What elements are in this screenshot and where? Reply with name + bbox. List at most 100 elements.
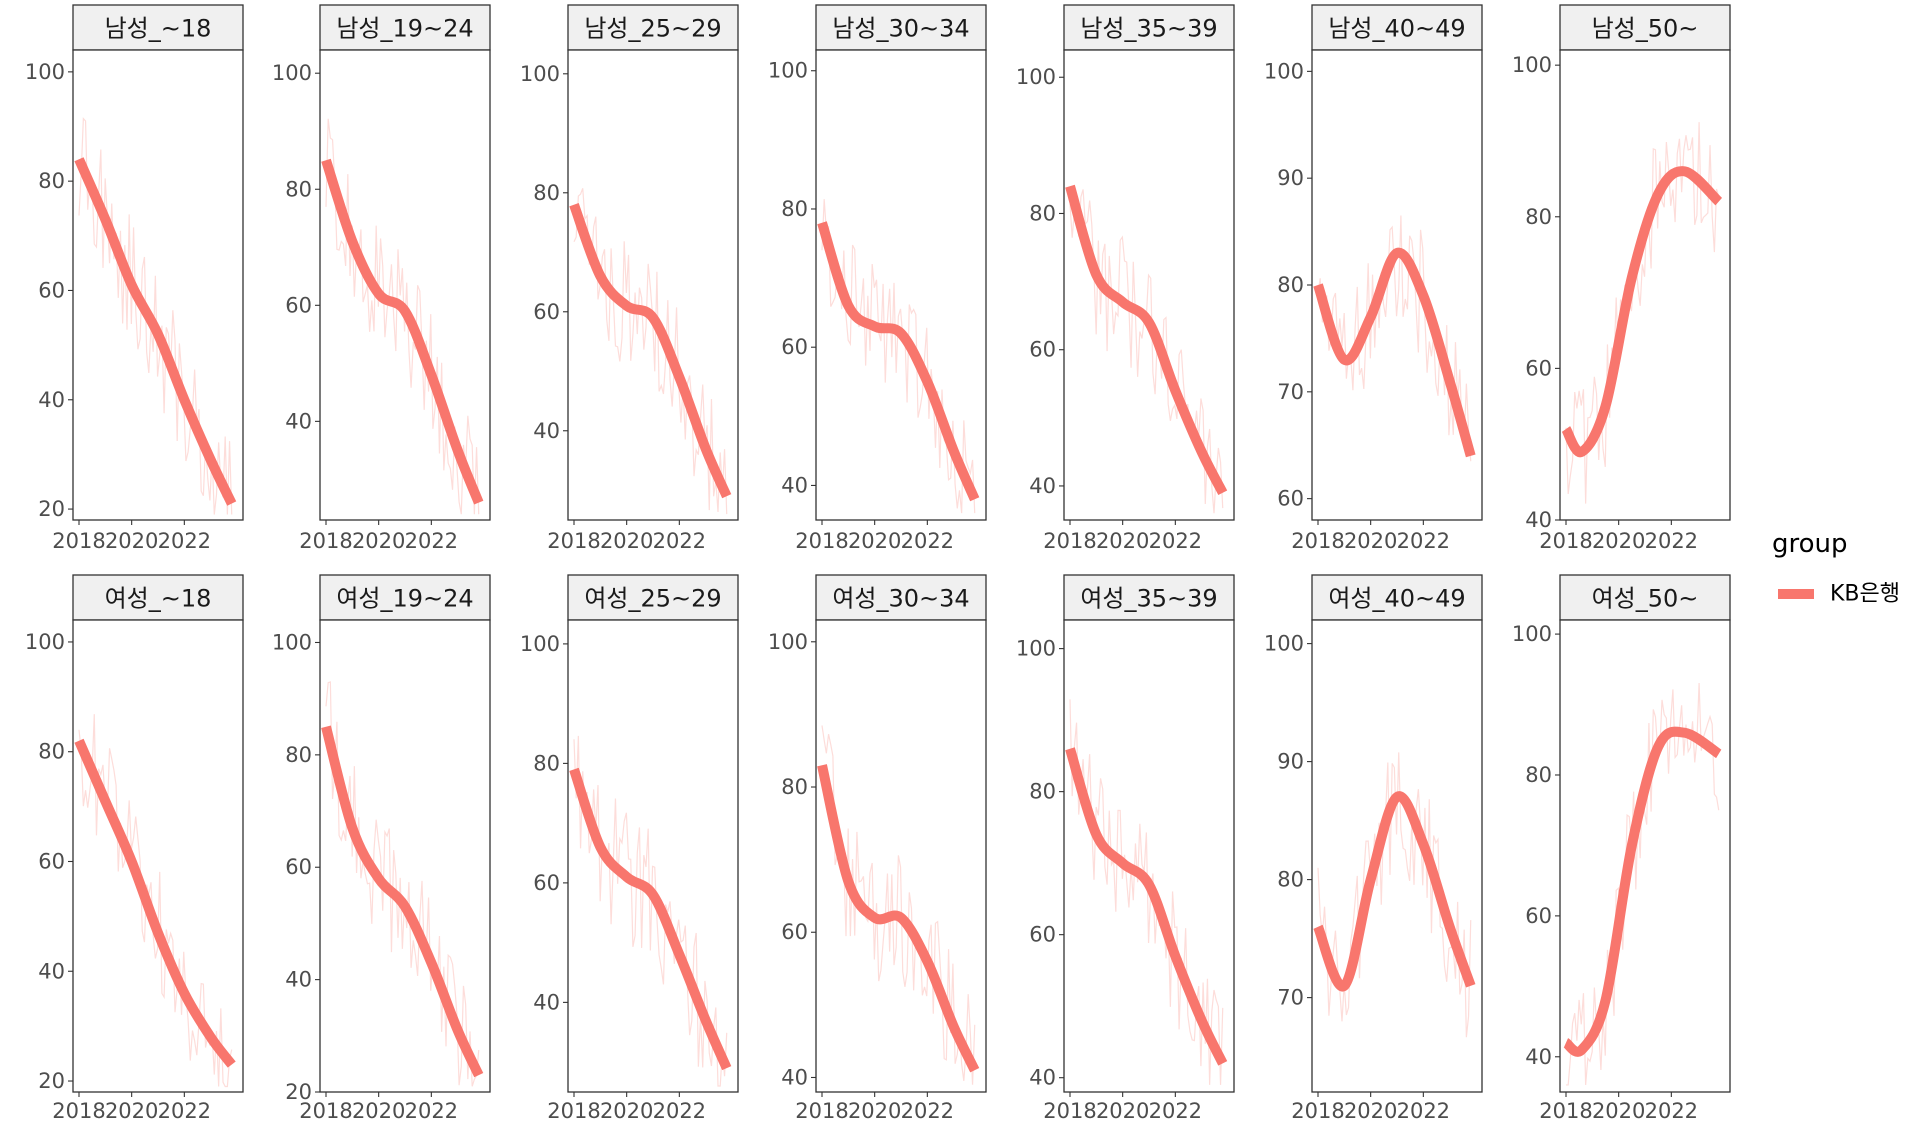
facet-panel: 남성_25~29 40 60 80 100 2018 2020 2022 xyxy=(520,4,739,553)
smoothed-series-line xyxy=(569,202,732,499)
x-tick-label: 2020 xyxy=(1096,529,1149,553)
x-tick-label: 2020 xyxy=(1096,1099,1149,1123)
facet-strip xyxy=(72,574,244,621)
facet-strip-label: 남성_40~49 xyxy=(1328,15,1465,43)
smoothed-series-line xyxy=(74,157,237,506)
x-tick-label: 2022 xyxy=(1397,1099,1450,1123)
legend-label-kb: KB은행 xyxy=(1830,582,1900,607)
y-tick-label: 40 xyxy=(1525,1045,1552,1069)
x-tick-label: 2022 xyxy=(1149,529,1202,553)
facet-panel: 남성_19~24 40 60 80 100 2018 2020 2022 xyxy=(272,4,491,553)
y-tick-label: 40 xyxy=(533,990,560,1014)
y-tick-label: 40 xyxy=(1525,508,1552,532)
x-tick-label: 2022 xyxy=(158,529,211,553)
x-tick-label: 2018 xyxy=(1291,1099,1344,1123)
y-tick-label: 70 xyxy=(1277,380,1304,404)
x-tick-label: 2022 xyxy=(405,1099,458,1123)
x-tick-label: 2020 xyxy=(352,1099,405,1123)
facet-strip-label: 여성_40~49 xyxy=(1328,585,1465,613)
y-tick-label: 80 xyxy=(533,751,560,775)
smoothed-series-line xyxy=(321,725,484,1078)
y-tick-label: 100 xyxy=(272,61,312,85)
facet-strip-label: 여성_35~39 xyxy=(1080,585,1217,613)
facet-panel: 여성_35~39 40 60 80 100 2018 2020 2022 xyxy=(1016,574,1235,1123)
smoothed-series-line xyxy=(1065,747,1228,1066)
smoothed-series-line xyxy=(74,738,236,1068)
smoothed-series-line xyxy=(321,158,484,505)
facet-strip xyxy=(1559,574,1731,621)
y-tick-label: 70 xyxy=(1277,986,1304,1010)
facet-strip xyxy=(815,574,987,621)
panel-background xyxy=(1311,49,1483,521)
x-tick-label: 2018 xyxy=(1539,1099,1592,1123)
facet-strip xyxy=(319,4,491,51)
x-tick-label: 2018 xyxy=(1291,529,1344,553)
x-tick-label: 2020 xyxy=(1592,1099,1645,1123)
x-tick-label: 2020 xyxy=(105,1099,158,1123)
panel-background xyxy=(1559,619,1731,1093)
y-tick-label: 60 xyxy=(533,871,560,895)
facet-strip xyxy=(72,4,244,51)
y-tick-label: 100 xyxy=(1264,632,1304,656)
facet-panel: 여성_40~49 70 80 90 100 2018 2020 2022 xyxy=(1264,574,1483,1123)
facet-strip xyxy=(1063,574,1235,621)
x-tick-label: 2018 xyxy=(1539,529,1592,553)
x-tick-label: 2018 xyxy=(547,529,600,553)
x-tick-label: 2020 xyxy=(848,1099,901,1123)
y-tick-label: 80 xyxy=(285,743,312,767)
y-tick-label: 100 xyxy=(768,59,808,83)
facet-strip-label: 여성_30~34 xyxy=(832,585,969,613)
y-tick-label: 40 xyxy=(285,409,312,433)
facet-strip xyxy=(1063,4,1235,51)
y-tick-label: 100 xyxy=(25,60,65,84)
y-tick-label: 80 xyxy=(1277,868,1304,892)
y-tick-label: 60 xyxy=(1525,356,1552,380)
panel-background xyxy=(567,49,739,521)
y-tick-label: 80 xyxy=(533,181,560,205)
facet-panel: 남성_40~49 60 70 80 90 100 2018 2020 2022 xyxy=(1264,4,1483,553)
x-tick-label: 2020 xyxy=(352,529,405,553)
panel-background xyxy=(567,619,739,1093)
smoothed-series-line xyxy=(1313,247,1476,458)
y-tick-label: 100 xyxy=(1016,637,1056,661)
x-tick-label: 2020 xyxy=(600,529,653,553)
panel-background xyxy=(319,619,491,1093)
raw-series-line xyxy=(573,188,728,515)
x-tick-label: 2020 xyxy=(1344,1099,1397,1123)
y-tick-label: 100 xyxy=(1512,622,1552,646)
panel-background xyxy=(1063,49,1235,521)
x-tick-label: 2022 xyxy=(653,529,706,553)
facet-panel: 남성_50~ 40 60 80 100 2018 2020 2022 xyxy=(1512,4,1731,553)
y-tick-label: 60 xyxy=(781,920,808,944)
facet-panel: 여성_25~29 40 60 80 100 2018 2020 2022 xyxy=(520,574,739,1123)
y-tick-label: 40 xyxy=(781,473,808,497)
x-tick-label: 2020 xyxy=(600,1099,653,1123)
facet-strip xyxy=(567,4,739,51)
panel-background xyxy=(1063,619,1235,1093)
facet-panel: 남성_35~39 40 60 80 100 2018 2020 2022 xyxy=(1016,4,1235,553)
facet-panel: 여성_19~24 20 40 60 80 100 2018 2020 2022 xyxy=(272,574,491,1123)
y-tick-label: 60 xyxy=(38,278,65,302)
y-tick-label: 40 xyxy=(1029,474,1056,498)
y-tick-label: 60 xyxy=(533,300,560,324)
x-tick-label: 2022 xyxy=(1149,1099,1202,1123)
smoothed-series-line xyxy=(1313,791,1476,992)
x-tick-label: 2018 xyxy=(795,529,848,553)
y-tick-label: 40 xyxy=(533,419,560,443)
y-tick-label: 100 xyxy=(272,630,312,654)
facet-strip-label: 여성_~18 xyxy=(105,585,212,613)
y-tick-label: 80 xyxy=(38,740,65,764)
x-tick-label: 2022 xyxy=(1645,1099,1698,1123)
facet-strip xyxy=(815,4,987,51)
x-tick-label: 2018 xyxy=(1043,1099,1096,1123)
y-tick-label: 60 xyxy=(1029,338,1056,362)
y-tick-label: 80 xyxy=(781,775,808,799)
facet-strip xyxy=(1311,4,1483,51)
legend-title: group xyxy=(1772,529,1848,559)
x-tick-label: 2018 xyxy=(52,1099,105,1123)
y-tick-label: 60 xyxy=(285,855,312,879)
facet-strip-label: 여성_19~24 xyxy=(336,585,473,613)
y-tick-label: 60 xyxy=(1277,487,1304,511)
